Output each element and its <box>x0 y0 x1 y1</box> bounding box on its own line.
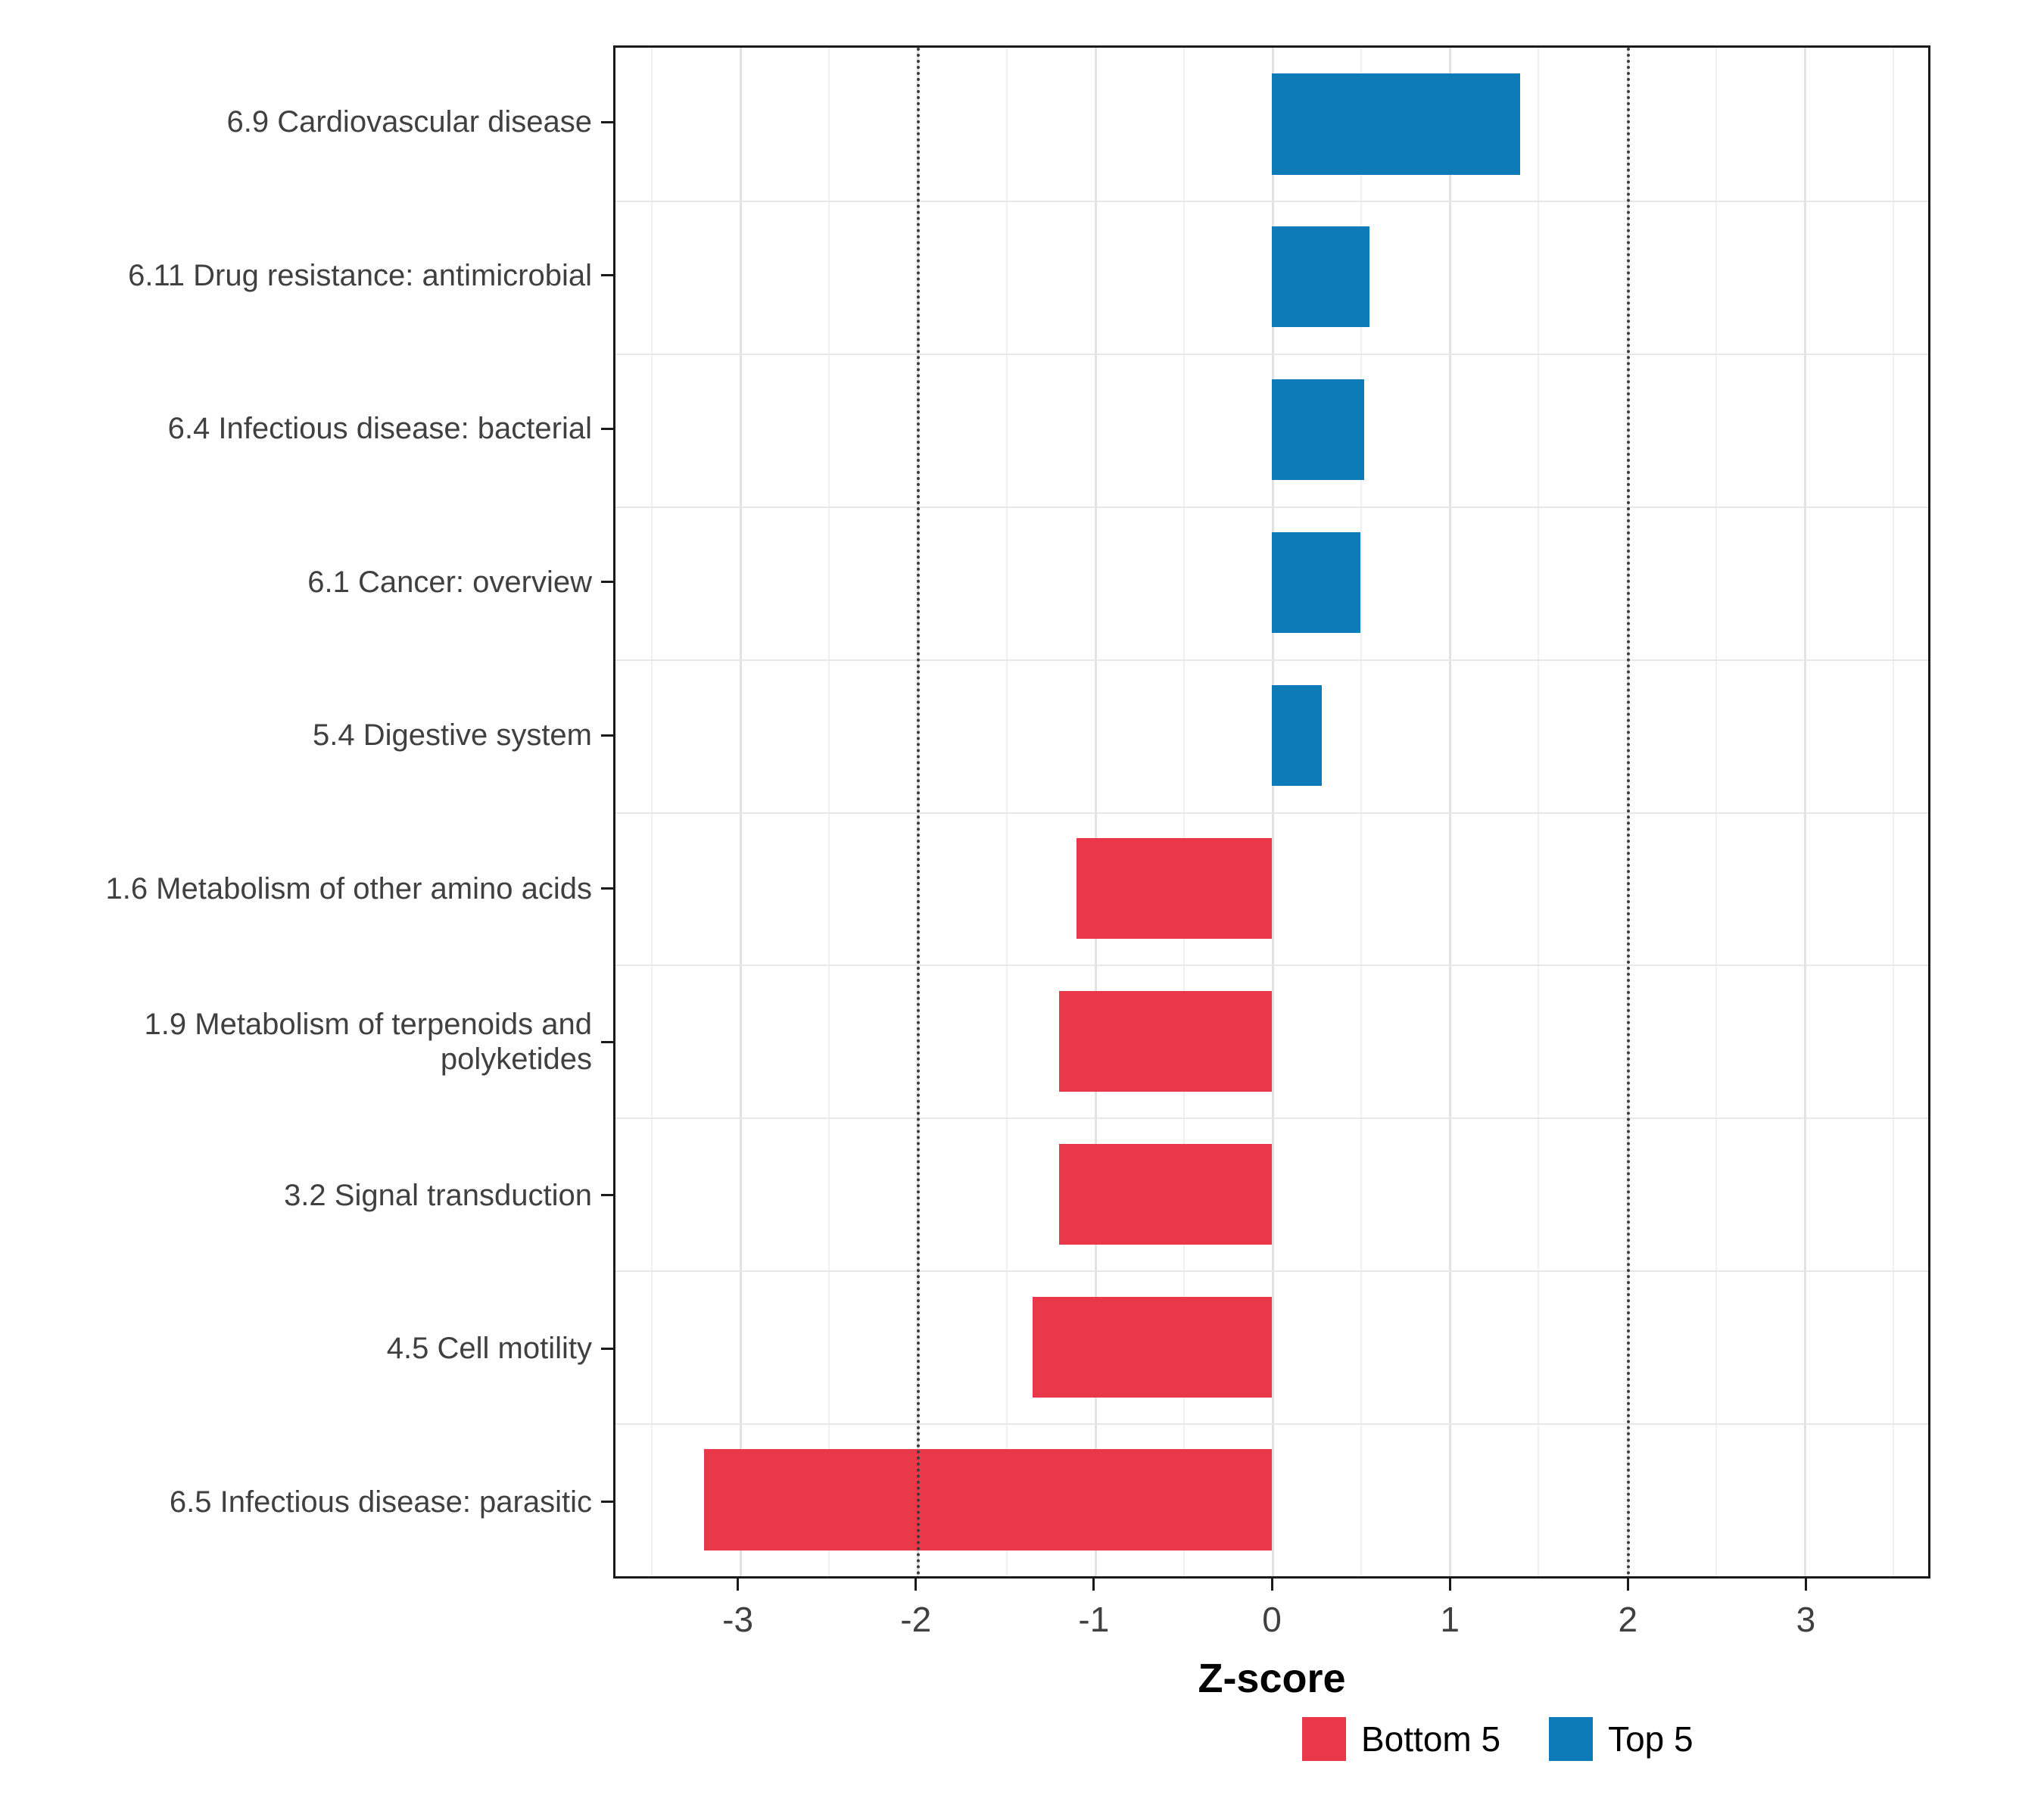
horizontal-gridline <box>615 353 1928 355</box>
bar-layer <box>615 48 1928 1576</box>
x-axis-tick <box>1448 1579 1451 1591</box>
category-label: 5.4 Digestive system <box>312 718 592 753</box>
x-axis-tick-label: -3 <box>722 1600 754 1639</box>
x-axis-tick-label: -1 <box>1078 1600 1110 1639</box>
bar-6-1-cancer-overview <box>1272 532 1361 634</box>
x-axis-tick-label: -2 <box>900 1600 932 1639</box>
legend-swatch-top-5 <box>1549 1717 1594 1761</box>
horizontal-gridline <box>615 506 1928 508</box>
y-axis-tick <box>601 581 613 584</box>
y-axis-tick <box>601 1501 613 1504</box>
y-axis-labels: 6.9 Cardiovascular disease 6.11 Drug resi… <box>0 45 597 1579</box>
category-label: 6.5 Infectious disease: parasitic <box>169 1485 592 1519</box>
y-axis-tick <box>601 887 613 890</box>
y-axis-tick <box>601 120 613 123</box>
category-label: 6.9 Cardiovascular disease <box>226 105 592 139</box>
x-axis-tick <box>1092 1579 1095 1591</box>
legend: Bottom 5 Top 5 <box>1302 1717 1693 1761</box>
bar-1-9-metabolism-of-terpenoids-and-polyketides <box>1058 990 1272 1092</box>
category-label: 1.6 Metabolism of other amino acids <box>105 871 592 905</box>
legend-label: Bottom 5 <box>1361 1719 1501 1759</box>
x-axis-tick <box>1270 1579 1273 1591</box>
y-axis-tick <box>601 274 613 277</box>
category-label: 1.9 Metabolism of terpenoids and polyket… <box>144 1008 592 1077</box>
x-axis-tick <box>1804 1579 1807 1591</box>
reference-line-2 <box>1626 48 1630 1576</box>
x-axis-tick <box>915 1579 918 1591</box>
horizontal-gridline <box>615 200 1928 202</box>
plot-panel <box>613 45 1930 1579</box>
x-axis-title: Z-score <box>1198 1656 1346 1701</box>
category-label: 3.2 Signal transduction <box>284 1178 592 1212</box>
legend-label: Top 5 <box>1608 1719 1693 1759</box>
horizontal-gridline <box>615 812 1928 814</box>
x-axis-tick <box>737 1579 740 1591</box>
x-axis-tick-label: 3 <box>1796 1600 1816 1639</box>
horizontal-gridline <box>615 659 1928 661</box>
category-label: 6.4 Infectious disease: bacterial <box>167 412 592 446</box>
category-label: 6.11 Drug resistance: antimicrobial <box>128 258 592 292</box>
horizontal-gridline <box>615 1117 1928 1120</box>
legend-swatch-bottom-5 <box>1302 1717 1346 1761</box>
bar-6-4-infectious-disease-bacterial <box>1272 379 1364 481</box>
x-axis-tick-label: 2 <box>1618 1600 1638 1639</box>
bar-1-6-metabolism-of-other-amino-acids <box>1077 837 1272 940</box>
y-axis-tick <box>601 1347 613 1350</box>
category-label: 6.1 Cancer: overview <box>307 565 592 599</box>
x-axis-tick-label: 0 <box>1262 1600 1282 1639</box>
horizontal-gridline <box>615 1423 1928 1426</box>
y-axis-tick <box>601 1040 613 1043</box>
bar-6-9-cardiovascular-disease <box>1272 73 1521 175</box>
y-axis-tick <box>601 1194 613 1197</box>
y-axis-tick <box>601 734 613 737</box>
bar-4-5-cell-motility <box>1032 1296 1272 1398</box>
legend-item-bottom-5: Bottom 5 <box>1302 1717 1500 1761</box>
bar-6-11-drug-resistance-antimicrobial <box>1272 226 1369 328</box>
bar-6-5-infectious-disease-parasitic <box>704 1449 1272 1551</box>
y-axis-tick <box>601 427 613 430</box>
bar-3-2-signal-transduction <box>1058 1143 1272 1245</box>
legend-item-top-5: Top 5 <box>1549 1717 1693 1761</box>
bar-5-4-digestive-system <box>1272 684 1322 787</box>
horizontal-gridline <box>615 1270 1928 1273</box>
horizontal-gridline <box>615 965 1928 967</box>
reference-line-layer <box>615 48 1928 1576</box>
x-axis-tick <box>1626 1579 1629 1591</box>
reference-line--2 <box>917 48 921 1576</box>
x-axis-tick-label: 1 <box>1440 1600 1460 1639</box>
category-label: 4.5 Cell motility <box>386 1332 592 1366</box>
